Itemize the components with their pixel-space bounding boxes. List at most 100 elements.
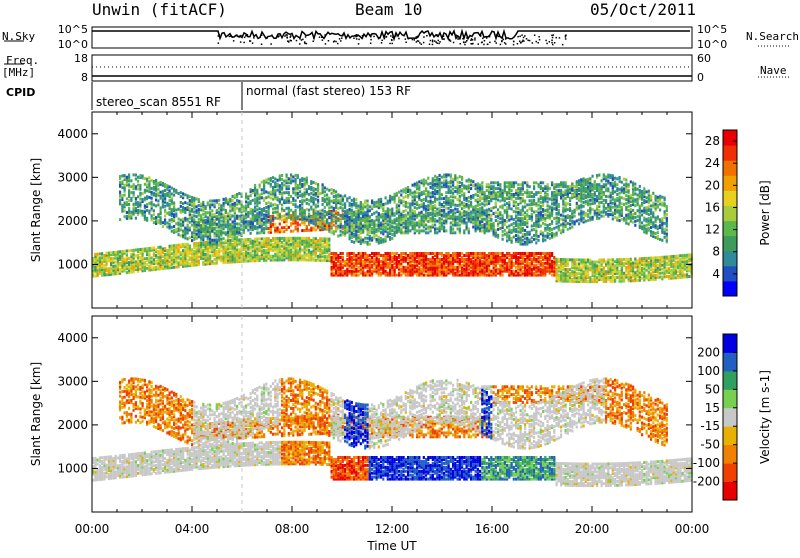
power-cell (376, 211, 378, 214)
power-cell (234, 202, 236, 205)
power-cell (164, 205, 166, 208)
power-cell (468, 218, 470, 221)
power-cell (418, 212, 420, 215)
power-cell (403, 266, 405, 269)
power-cell (425, 274, 427, 277)
power-cell (380, 237, 382, 240)
power-cell (259, 237, 261, 240)
nsearch-point (423, 42, 425, 44)
power-cell (187, 243, 189, 246)
power-cell (427, 258, 429, 261)
power-cell (103, 254, 105, 257)
power-cell (353, 198, 355, 201)
power-cell (477, 208, 479, 211)
nsearch-point (218, 35, 220, 37)
power-cell (169, 219, 171, 222)
nsearch-point (335, 41, 337, 43)
power-cell (286, 179, 288, 182)
power-cell (342, 215, 344, 218)
power-cell (153, 266, 155, 269)
power-cell (173, 229, 175, 232)
power-cell (119, 268, 121, 271)
power-cell (169, 199, 171, 202)
power-cell (371, 256, 373, 259)
power-cell (418, 229, 420, 232)
power-cell (288, 197, 290, 200)
power-cell (488, 225, 490, 228)
nsearch-point (432, 40, 434, 42)
power-cell (454, 190, 456, 193)
nsearch-point (384, 38, 386, 40)
power-cell (351, 222, 353, 225)
power-cell (196, 242, 198, 245)
power-cell (353, 211, 355, 214)
nsearch-point (470, 40, 472, 42)
nsearch-point (456, 35, 458, 37)
power-cell (412, 264, 414, 267)
power-cell (315, 259, 317, 262)
power-cell (236, 207, 238, 210)
power-cell (270, 183, 272, 186)
power-cell (211, 209, 213, 212)
power-cell (423, 274, 425, 277)
power-cell (220, 204, 222, 207)
power-cell (180, 228, 182, 231)
power-cell (342, 264, 344, 267)
power-cell (297, 237, 299, 240)
nsearch-point (340, 40, 342, 42)
power-cell (486, 254, 488, 257)
power-cell (430, 252, 432, 255)
power-cell (290, 237, 292, 240)
nsearch-point (290, 35, 292, 37)
power-cell (355, 198, 357, 201)
power-cell (274, 189, 276, 192)
power-cell (297, 222, 299, 225)
power-cell (441, 193, 443, 196)
power-cell (209, 204, 211, 207)
power-cell (315, 209, 317, 212)
power-cell (151, 197, 153, 200)
power-cell (405, 226, 407, 229)
power-cell (481, 252, 483, 255)
power-cell (306, 216, 308, 219)
power-cell (481, 185, 483, 188)
power-cell (286, 224, 288, 227)
nsearch-point (522, 41, 524, 43)
power-cell (281, 207, 283, 210)
power-cell (225, 239, 227, 242)
power-cell (436, 231, 438, 234)
nsearch-point (517, 43, 519, 45)
power-cell (427, 220, 429, 223)
power-cell (283, 191, 285, 194)
power-cell (454, 174, 456, 177)
power-cell (139, 268, 141, 271)
nsearch-point (482, 38, 484, 40)
power-cell (200, 242, 202, 245)
power-cell (331, 206, 333, 209)
power-cell (270, 202, 272, 205)
power-cell (443, 254, 445, 257)
power-cell (313, 257, 315, 260)
power-cell (425, 180, 427, 183)
power-cell (218, 207, 220, 210)
power-cell (360, 236, 362, 239)
power-cell (166, 192, 168, 195)
power-cell (175, 209, 177, 212)
power-cell (108, 252, 110, 255)
power-cell (475, 219, 477, 222)
power-cell (486, 274, 488, 277)
power-cell (313, 220, 315, 223)
power-cell (362, 215, 364, 218)
power-cell (162, 247, 164, 250)
power-cell (382, 213, 384, 216)
power-cell (119, 191, 121, 194)
power-cell (286, 197, 288, 200)
power-cell (488, 196, 490, 199)
power-cell (196, 221, 198, 224)
power-cell (259, 222, 261, 225)
nsearch-point (474, 39, 476, 41)
power-cell (450, 185, 452, 188)
power-cell (448, 207, 450, 210)
power-cell (340, 230, 342, 233)
power-cell (189, 195, 191, 198)
